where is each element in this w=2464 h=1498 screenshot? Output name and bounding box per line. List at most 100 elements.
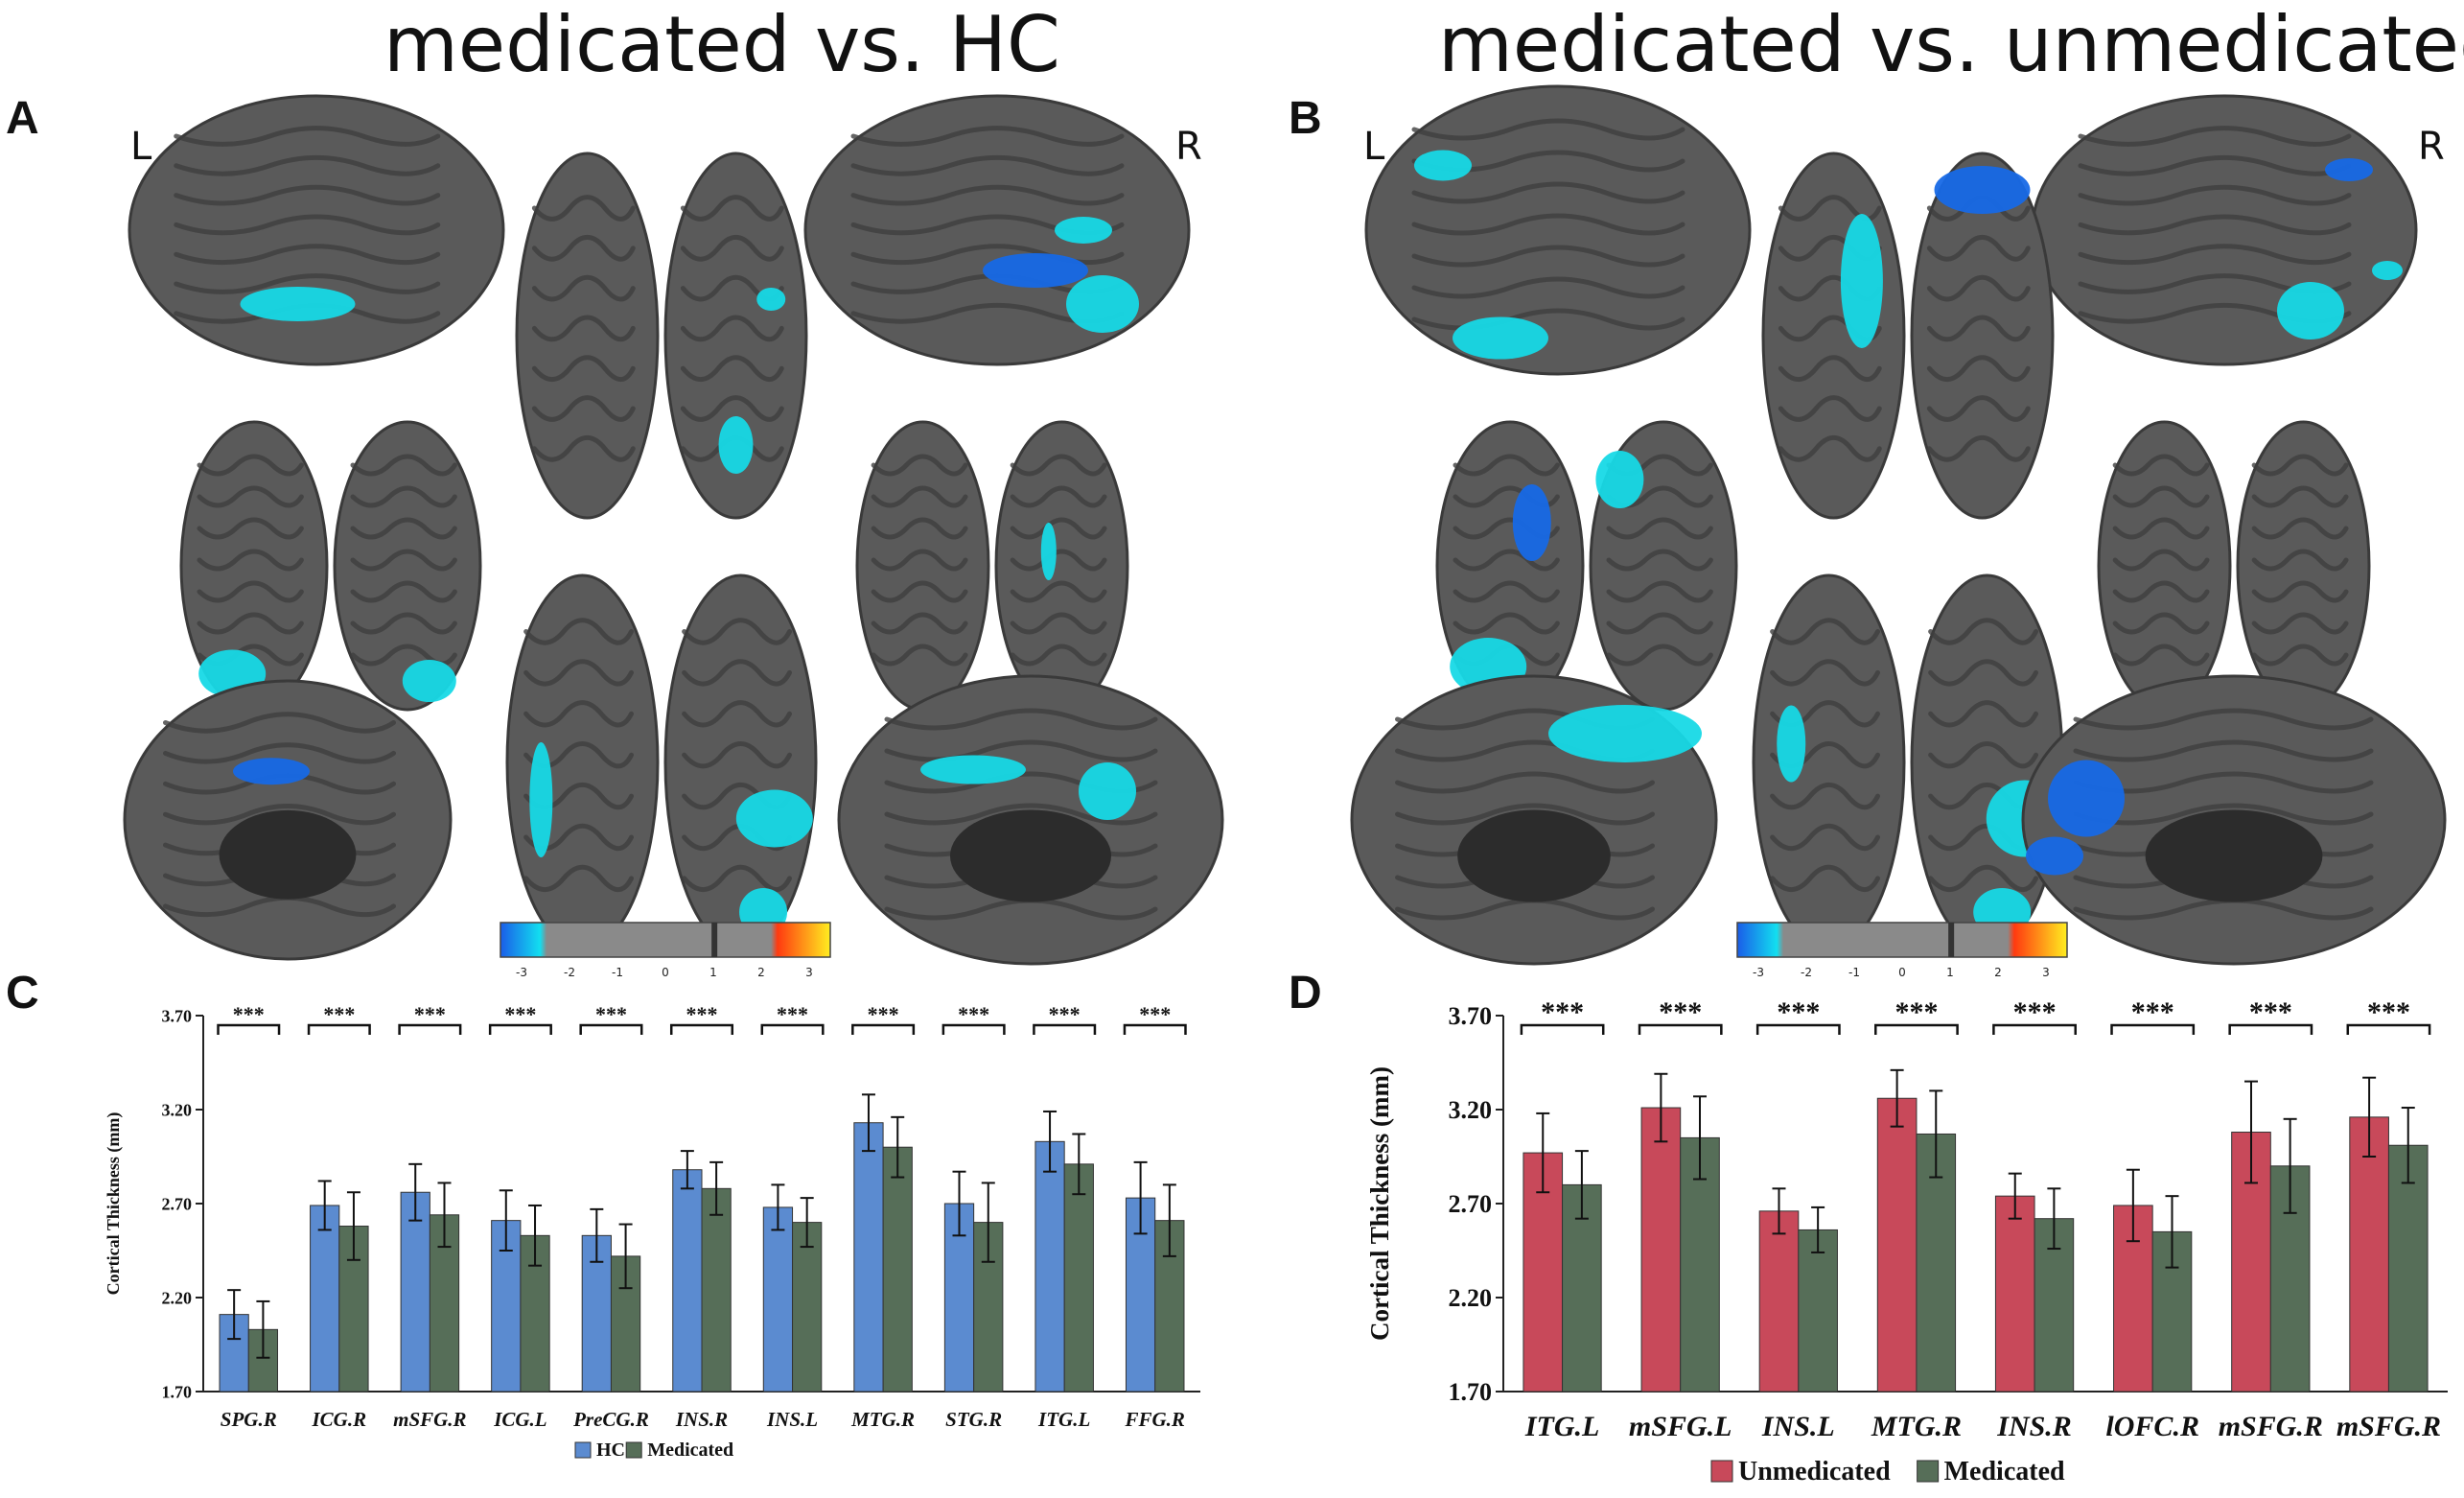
sulcus-line <box>350 454 457 477</box>
sulcus-line <box>174 154 441 176</box>
sulcus-line <box>680 234 784 262</box>
sulcus-line <box>523 618 635 645</box>
activation-cluster <box>1414 150 1472 181</box>
significance-bracket <box>398 1023 462 1035</box>
activation-cluster <box>233 758 310 785</box>
sulcus-line <box>163 712 396 734</box>
sulcus-line <box>2112 612 2210 635</box>
sulcus-line <box>197 485 304 508</box>
sulcus-line <box>2073 771 2374 794</box>
activation-cluster <box>1934 166 2031 214</box>
panel-label-c: C <box>6 968 39 1018</box>
significance-bracket <box>1874 1023 1959 1035</box>
brain-a-medial-left <box>123 679 453 961</box>
colorbar-tick-label: 3 <box>2042 966 2050 979</box>
activation-cluster <box>1512 484 1551 561</box>
significance-label: *** <box>2367 996 2410 1028</box>
sulcus-line <box>1453 612 1560 635</box>
significance-label: *** <box>414 1002 446 1026</box>
panel-label-b: B <box>1289 93 1322 144</box>
sulcus-line <box>1928 700 2039 728</box>
legend-label: Medicated <box>1944 1457 2065 1486</box>
sulcus-line <box>2078 184 2352 206</box>
category-label: INS.R <box>1996 1411 2072 1442</box>
legend-swatch <box>574 1441 592 1459</box>
hemisphere-label-right-a: R <box>1175 125 1202 169</box>
legend-label: HC <box>596 1439 625 1461</box>
category-label: ICG.R <box>312 1408 367 1431</box>
sulcus-line <box>1770 823 1881 852</box>
activation-cluster <box>1079 762 1136 820</box>
y-tick-label: 3.70 <box>1449 1002 1493 1030</box>
significance-label: *** <box>686 1002 718 1026</box>
brain-surface <box>505 573 660 951</box>
sulcus-line <box>1411 245 1685 268</box>
brain-surface <box>1910 152 2055 520</box>
sulcus-line <box>884 708 1158 731</box>
sulcus-line <box>1770 659 1881 687</box>
significance-bracket <box>760 1023 825 1035</box>
significance-label: *** <box>1659 996 1702 1028</box>
sulcus-line <box>682 864 793 893</box>
sulcus-line <box>523 864 635 893</box>
sulcus-line <box>1411 213 1685 236</box>
legend: HC Medicated <box>574 1439 733 1461</box>
bar-chart-d: 1.70 2.20 2.70 3.20 3.70 Cortical Thickness (… <box>1365 996 2448 1486</box>
category-label: ITG.L <box>1037 1408 1090 1431</box>
activation-cluster <box>1548 705 1702 762</box>
sulcus-line <box>1770 618 1881 645</box>
sulcus-line <box>680 355 784 383</box>
colorbar-b: -3 -2 -1 0 1 2 3 <box>1736 922 2068 979</box>
significance-bracket <box>1638 1023 1723 1035</box>
legend-swatch <box>625 1441 642 1459</box>
corpus-callosum <box>1457 809 1611 902</box>
sulcus-line <box>2078 214 2352 236</box>
colorbar-tick-label: 2 <box>1994 966 2002 979</box>
colorbar-tick-label: 0 <box>662 966 669 979</box>
significance-label: *** <box>323 1002 355 1026</box>
significance-label: *** <box>868 1002 899 1026</box>
sulcus-line <box>1411 276 1685 299</box>
activation-cluster <box>2026 836 2083 876</box>
bar-hc <box>310 1205 340 1393</box>
colorbar-tick-label: 1 <box>1946 966 1954 979</box>
y-tick-label: 2.70 <box>162 1194 193 1213</box>
y-tick-label: 3.20 <box>1449 1096 1493 1124</box>
brain-a-posterior-right-hemisphere <box>333 420 482 712</box>
significance-bracket <box>217 1023 281 1035</box>
significance-bracket <box>307 1023 371 1035</box>
sulcus-line <box>1010 454 1107 477</box>
colorbar-threshold-marker <box>711 923 718 957</box>
sulcus-line <box>1395 771 1655 794</box>
sulcus-line <box>871 454 968 477</box>
sulcus-line <box>1928 864 2039 893</box>
colorbar-tick-label: -2 <box>564 966 575 979</box>
sulcus-line <box>1770 864 1881 893</box>
bar-medicated <box>882 1146 913 1393</box>
y-tick-label: 1.70 <box>1449 1378 1493 1406</box>
corpus-callosum <box>219 809 357 900</box>
brain-b-medial-left <box>1350 674 1718 966</box>
bar-unmedicated <box>1640 1107 1682 1393</box>
sulcus-line <box>1926 234 2031 262</box>
sulcus-line <box>174 273 441 294</box>
brain-b-dorsal-left-hemisphere <box>1761 152 1906 520</box>
hemisphere-label-left-a: L <box>130 125 152 169</box>
sulcus-line <box>531 274 636 302</box>
brain-a-lateral-right <box>803 94 1191 366</box>
panel-label-d: D <box>1289 968 1322 1018</box>
activation-cluster <box>1040 523 1057 580</box>
significance-bracket <box>851 1023 916 1035</box>
category-label: MTG.R <box>1871 1411 1962 1442</box>
activation-cluster <box>1840 214 1883 348</box>
corpus-callosum <box>950 809 1111 902</box>
category-label: PreCG.R <box>572 1408 649 1431</box>
sulcus-line <box>2112 549 2210 572</box>
brain-a-anterior-left-hemisphere <box>855 420 990 712</box>
bar-unmedicated <box>1876 1097 1918 1393</box>
sulcus-line <box>2112 485 2210 508</box>
sulcus-line <box>350 612 457 635</box>
brain-surface <box>1364 84 1752 376</box>
sulcus-line <box>350 580 457 603</box>
significance-bracket <box>2346 1023 2431 1035</box>
